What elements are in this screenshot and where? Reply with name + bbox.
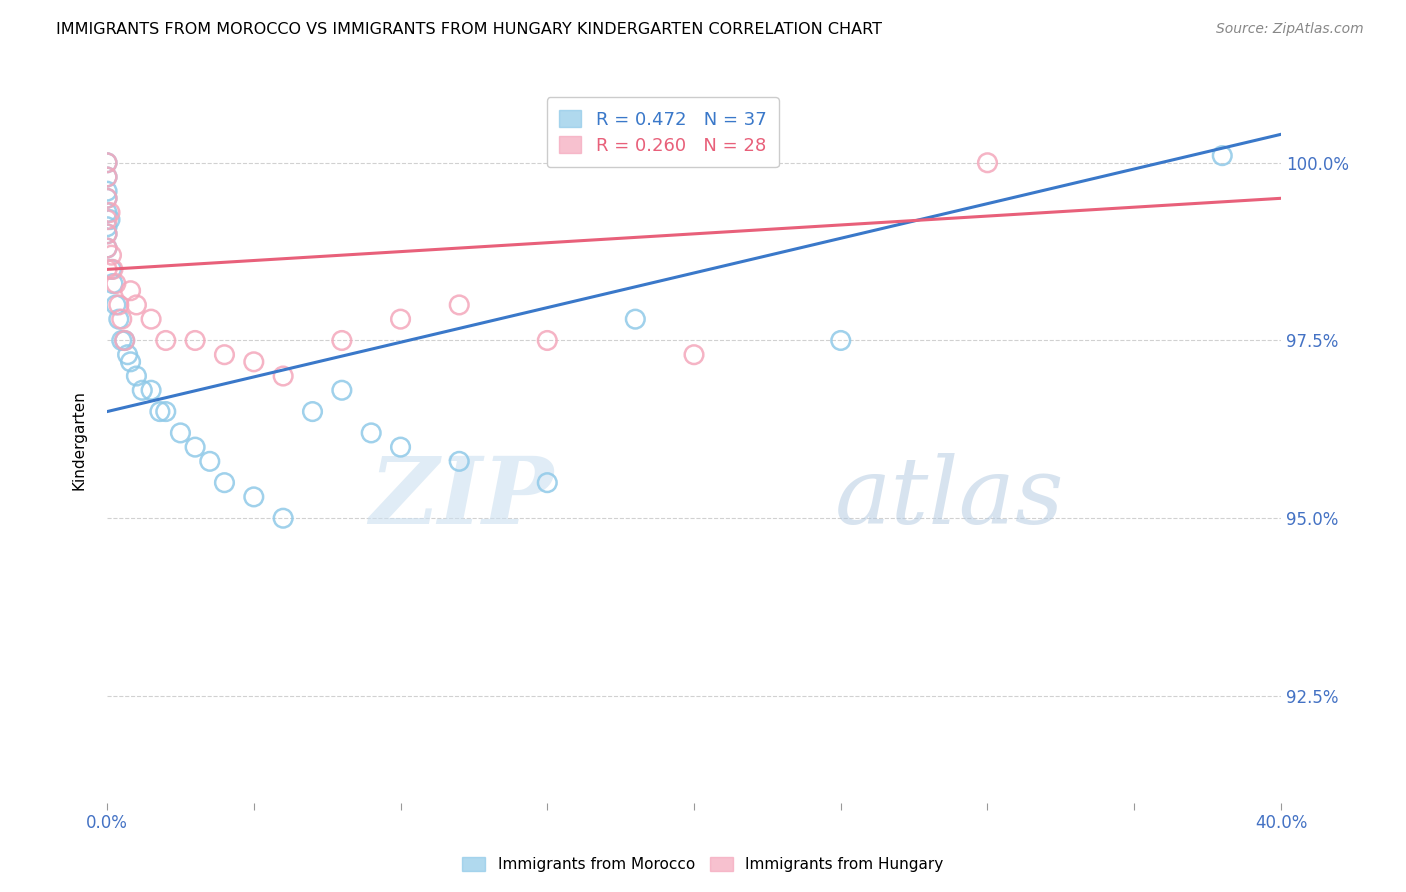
Point — [976, 155, 998, 169]
Point — [271, 369, 294, 384]
Point — [96, 227, 118, 241]
Point — [243, 490, 266, 504]
Point — [96, 227, 118, 241]
Point — [104, 298, 127, 312]
Point — [155, 334, 177, 348]
Point — [101, 262, 124, 277]
Point — [96, 191, 118, 205]
Point — [111, 312, 134, 326]
Point — [389, 312, 412, 326]
Point — [125, 298, 148, 312]
Point — [214, 348, 236, 362]
Legend: Immigrants from Morocco, Immigrants from Hungary: Immigrants from Morocco, Immigrants from… — [454, 849, 952, 880]
Text: ZIP: ZIP — [368, 453, 553, 543]
Point — [114, 334, 136, 348]
Point — [360, 425, 382, 440]
Point — [120, 284, 142, 298]
Point — [96, 212, 118, 227]
Point — [624, 312, 647, 326]
Point — [96, 191, 118, 205]
Point — [449, 454, 471, 468]
Point — [330, 384, 353, 398]
Point — [96, 241, 118, 255]
Point — [111, 334, 134, 348]
Point — [1211, 148, 1233, 162]
Point — [100, 248, 122, 262]
Point — [96, 262, 118, 277]
Point — [96, 155, 118, 169]
Text: Source: ZipAtlas.com: Source: ZipAtlas.com — [1216, 22, 1364, 37]
Point — [139, 384, 162, 398]
Point — [271, 511, 294, 525]
Point — [96, 184, 118, 198]
Point — [139, 312, 162, 326]
Point — [389, 440, 412, 454]
Point — [100, 262, 122, 277]
Point — [96, 169, 118, 184]
Point — [683, 348, 706, 362]
Point — [96, 169, 118, 184]
Point — [125, 369, 148, 384]
Point — [243, 355, 266, 369]
Point — [96, 205, 118, 219]
Point — [108, 298, 131, 312]
Point — [830, 334, 852, 348]
Point — [96, 241, 118, 255]
Point — [98, 212, 121, 227]
Legend: R = 0.472   N = 37, R = 0.260   N = 28: R = 0.472 N = 37, R = 0.260 N = 28 — [547, 97, 779, 168]
Point — [198, 454, 221, 468]
Point — [98, 205, 121, 219]
Point — [96, 155, 118, 169]
Point — [184, 440, 207, 454]
Point — [169, 425, 191, 440]
Point — [149, 404, 172, 418]
Point — [301, 404, 323, 418]
Point — [117, 348, 139, 362]
Point — [96, 219, 118, 234]
Point — [101, 277, 124, 291]
Point — [536, 475, 558, 490]
Point — [449, 298, 471, 312]
Y-axis label: Kindergarten: Kindergarten — [72, 390, 86, 490]
Point — [131, 384, 153, 398]
Text: atlas: atlas — [835, 453, 1064, 543]
Point — [330, 334, 353, 348]
Point — [120, 355, 142, 369]
Point — [114, 334, 136, 348]
Point — [184, 334, 207, 348]
Point — [214, 475, 236, 490]
Text: IMMIGRANTS FROM MOROCCO VS IMMIGRANTS FROM HUNGARY KINDERGARTEN CORRELATION CHAR: IMMIGRANTS FROM MOROCCO VS IMMIGRANTS FR… — [56, 22, 882, 37]
Point — [536, 334, 558, 348]
Point — [108, 312, 131, 326]
Point — [104, 277, 127, 291]
Point — [155, 404, 177, 418]
